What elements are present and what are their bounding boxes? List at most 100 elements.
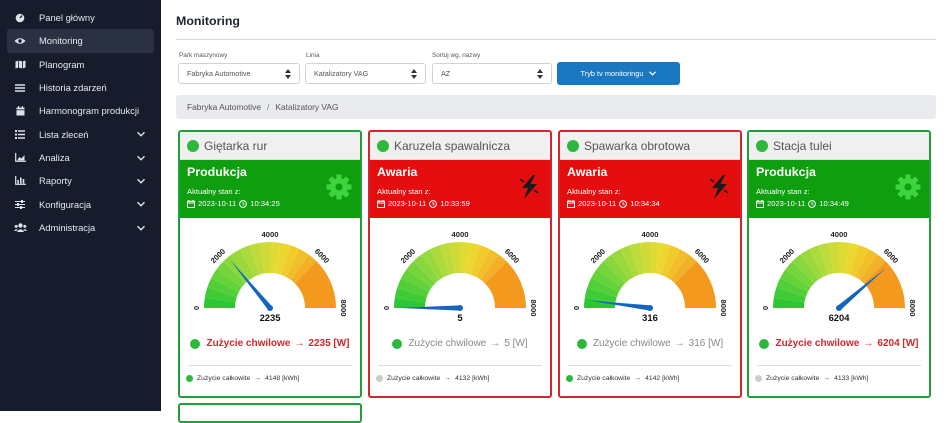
- machine-card[interactable]: Spawarka obrotowa Awaria Aktualny stan z…: [558, 130, 742, 398]
- machine-card[interactable]: Giętarka rur Produkcja Aktualny stan z: …: [178, 130, 362, 398]
- current-consumption-label: Zużycie chwilowe: [206, 338, 291, 349]
- sidebar-item-1[interactable]: Panel główny: [7, 6, 154, 29]
- current-consumption: Zużycie chwilowe → 6204 [W]: [749, 338, 929, 349]
- gauge-tick-label: 8000: [339, 300, 346, 317]
- sort-select[interactable]: AZ: [432, 63, 552, 84]
- dashboard-icon: [13, 13, 27, 23]
- select-arrows-icon: [537, 69, 543, 79]
- chevron-down-icon[interactable]: [136, 176, 146, 186]
- arrow-right-icon: →: [294, 338, 305, 349]
- status-dot-icon: [576, 338, 587, 349]
- sidebar-item-10[interactable]: Administracja: [7, 216, 154, 239]
- arrow-right-icon: →: [674, 338, 685, 349]
- status-dot-icon: [186, 375, 193, 382]
- chevron-down-icon[interactable]: [136, 199, 146, 209]
- total-consumption-label: Zużycie całkowite: [577, 375, 631, 382]
- gauge-needle: [837, 267, 887, 310]
- park-select[interactable]: Fabryka Automotive: [178, 63, 300, 84]
- state-label: Aktualny stan z:: [187, 187, 241, 196]
- sidebar-item-3[interactable]: Planogram: [7, 53, 154, 76]
- status-dot-icon: [376, 375, 383, 382]
- state-label: Aktualny stan z:: [567, 187, 621, 196]
- chevron-down-icon[interactable]: [136, 129, 146, 139]
- state-label: Aktualny stan z:: [756, 187, 810, 196]
- select-arrows-icon: [411, 69, 417, 79]
- gauge-value: 5: [457, 312, 463, 323]
- park-filter-label: Park maszynowy: [179, 52, 228, 59]
- card-divider: [568, 365, 732, 366]
- machine-card-partial[interactable]: [178, 403, 362, 423]
- state-date: 2023-10-11: [198, 199, 237, 208]
- power-gauge: 02000400060008000: [194, 230, 346, 317]
- gauge-needle: [588, 300, 651, 311]
- calendar-icon: [13, 105, 27, 116]
- gauge-tick-label: 8000: [908, 300, 915, 317]
- sidebar-item-9[interactable]: Konfiguracja: [7, 192, 154, 215]
- machine-status-panel: Awaria Aktualny stan z: 2023-10-11 10:34…: [560, 160, 740, 218]
- gauge-tick-label: 8000: [529, 300, 536, 317]
- gauge-tick-label: 0: [763, 306, 770, 310]
- state-date: 2023-10-11: [388, 199, 427, 208]
- clock-icon: [808, 199, 817, 208]
- machine-card[interactable]: Karuzela spawalnicza Awaria Aktualny sta…: [368, 130, 552, 398]
- state-timestamp: 2023-10-11 10:34:25: [187, 199, 353, 208]
- current-consumption-label: Zużycie chwilowe: [408, 338, 487, 349]
- tasks-icon: [13, 129, 27, 139]
- power-gauge: 02000400060008000: [763, 230, 915, 317]
- state-timestamp: 2023-10-11 10:34:49: [756, 199, 922, 208]
- calendar-icon: [377, 199, 385, 208]
- tv-mode-label: Tryb tv monitoringu: [580, 69, 644, 78]
- state-timestamp: 2023-10-11 10:34:34: [567, 199, 733, 208]
- breadcrumb-separator: /: [267, 102, 270, 112]
- eye-icon: [13, 37, 27, 45]
- clock-icon: [429, 199, 438, 208]
- current-consumption: Zużycie chwilowe → 316 [W]: [560, 338, 740, 349]
- chevron-down-icon: [649, 71, 657, 76]
- machine-card-header: Karuzela spawalnicza: [370, 132, 550, 160]
- line-select[interactable]: Katalizatory VAG: [305, 63, 426, 84]
- sidebar-item-2[interactable]: Monitoring: [7, 29, 154, 53]
- gauge-needle: [398, 305, 461, 311]
- tv-mode-button[interactable]: Tryb tv monitoringu: [557, 62, 680, 85]
- gauge-tick-label: 4000: [642, 230, 659, 239]
- bar-chart-icon: [13, 176, 27, 186]
- sidebar-item-5[interactable]: Harmonogram produkcji: [7, 99, 154, 122]
- sidebar-item-7[interactable]: Analiza: [7, 146, 154, 169]
- sidebar-item-label: Raporty: [39, 175, 72, 187]
- lightning-icon: [709, 175, 729, 199]
- machine-name: Karuzela spawalnicza: [394, 138, 511, 153]
- gauge-tick-label: 4000: [452, 230, 469, 239]
- select-arrows-icon: [285, 69, 291, 79]
- card-divider: [757, 365, 921, 366]
- gauge-hub: [267, 305, 273, 311]
- chevron-down-icon[interactable]: [136, 153, 146, 163]
- status-text: Awaria: [567, 165, 608, 179]
- gauge-value: 6204: [828, 312, 850, 323]
- sidebar-item-8[interactable]: Raporty: [7, 169, 154, 192]
- total-consumption-label: Zużycie całkowite: [197, 375, 251, 382]
- chevron-down-icon[interactable]: [136, 223, 146, 233]
- clock-icon: [619, 199, 628, 208]
- gear-icon: [326, 174, 352, 200]
- gauge-tick-label: 0: [384, 306, 391, 310]
- total-consumption-value: 4148 [kWh]: [265, 375, 300, 382]
- main-content: Monitoring Park maszynowy Fabryka Automo…: [161, 0, 950, 423]
- power-gauge: 02000400060008000: [574, 230, 726, 316]
- sidebar-item-label: Panel główny: [39, 12, 95, 24]
- sidebar-item-6[interactable]: Lista zleceń: [7, 122, 154, 145]
- breadcrumb-park[interactable]: Fabryka Automotive: [187, 102, 262, 112]
- park-select-value: Fabryka Automotive: [187, 69, 251, 78]
- lightning-icon: [519, 175, 539, 199]
- sidebar-item-4[interactable]: Historia zdarzeń: [7, 76, 154, 99]
- gauge-tick-label: 0: [574, 306, 581, 310]
- machine-card[interactable]: Stacja tulei Produkcja Aktualny stan z: …: [747, 130, 931, 398]
- status-text: Awaria: [377, 165, 418, 179]
- list-icon: [13, 83, 27, 92]
- sidebar-item-label: Analiza: [39, 151, 70, 163]
- card-divider: [378, 365, 542, 366]
- gauge-hub: [836, 305, 842, 311]
- total-consumption-value: 4133 [kWh]: [834, 375, 869, 382]
- current-consumption-value: 2235 [W]: [308, 338, 350, 349]
- gauge-tick-label: 4000: [831, 230, 848, 239]
- calendar-icon: [187, 199, 195, 208]
